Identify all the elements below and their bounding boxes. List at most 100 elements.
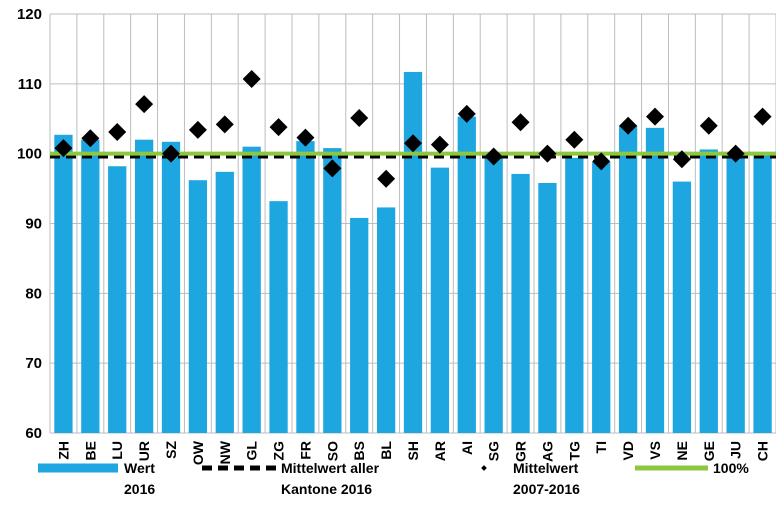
mean-marker-bs [350, 109, 369, 128]
bar-ch [753, 153, 772, 433]
mean-marker-vd [619, 116, 638, 135]
average-markers [54, 69, 772, 188]
x-tick-label: ZH [55, 441, 71, 460]
legend: Wert 2016 Mittelwert aller Kantone 2016 … [38, 460, 749, 497]
y-tick-label: 120 [17, 6, 42, 23]
legend-dashed-label-2: Kantone 2016 [281, 481, 372, 497]
bar-lu [108, 166, 127, 433]
y-tick-label: 70 [25, 355, 42, 372]
x-tick-label: TI [593, 441, 609, 453]
bar-ai [457, 116, 476, 433]
x-tick-label: AI [459, 441, 475, 455]
mean-marker-be [81, 129, 100, 148]
x-tick-label: OW [190, 440, 206, 465]
x-tick-label: ZG [271, 441, 287, 461]
x-tick-label: GR [513, 441, 529, 462]
x-tick-label: BE [82, 441, 98, 460]
bar-ow [188, 180, 208, 433]
bar-ne [672, 181, 692, 433]
x-tick-label: NE [674, 441, 690, 460]
x-tick-label: BL [378, 441, 394, 460]
mean-marker-ch [753, 107, 772, 126]
mean-marker-bl [377, 169, 396, 188]
legend-100-label: 100% [713, 460, 749, 476]
x-tick-label: JU [728, 441, 744, 459]
mean-marker-gl [242, 69, 261, 88]
bar-sz [161, 141, 181, 434]
mean-marker-ju [726, 144, 745, 163]
x-tick-label: AG [539, 441, 555, 462]
bar-ar [430, 167, 450, 433]
x-tick-label: SG [486, 441, 502, 461]
mean-marker-ow [188, 120, 207, 139]
bar-fr [296, 141, 315, 433]
bar-vd [618, 125, 638, 433]
mean-marker-zh [54, 139, 73, 158]
y-tick-label: 110 [18, 76, 42, 93]
mean-marker-sh [404, 134, 422, 153]
x-tick-label: VD [620, 441, 636, 460]
x-tick-label: GE [701, 441, 717, 461]
mean-marker-gr [511, 113, 530, 132]
bar-bs [350, 217, 369, 433]
mean-marker-sz [162, 144, 180, 163]
bar-sg [484, 157, 503, 434]
x-tick-label: SH [405, 441, 421, 460]
legend-bar-label-2: 2016 [124, 481, 155, 497]
mean-marker-ar [430, 135, 449, 154]
x-tick-label: SO [324, 441, 340, 461]
mean-marker-nw [215, 115, 234, 134]
x-tick-label: LU [109, 441, 125, 460]
mean-marker-zg [269, 118, 288, 137]
bar-zg [269, 201, 288, 433]
x-tick-label: UR [136, 441, 152, 461]
grid [49, 13, 776, 434]
y-tick-label: 80 [25, 285, 42, 302]
y-tick-label: 60 [25, 425, 42, 442]
mean-marker-sg [484, 147, 503, 166]
bars [54, 71, 772, 434]
x-tick-label: BS [351, 441, 367, 460]
bar-tg [565, 157, 584, 433]
bar-ju [726, 153, 745, 433]
bar-bl [376, 207, 396, 433]
mean-marker-ag [538, 144, 557, 163]
x-tick-label: NW [217, 440, 233, 464]
mean-marker-so [323, 159, 342, 178]
mean-marker-lu [108, 123, 127, 142]
mean-marker-ne [672, 150, 691, 169]
y-tick-label: 100 [17, 146, 42, 163]
legend-diamond-label-2: 2007-2016 [513, 481, 580, 497]
bar-zh [54, 134, 73, 434]
x-tick-label: FR [297, 441, 313, 460]
x-axis-ticks: ZH BE LU UR SZ OW NW GL ZG FR SO BS BL SH AR AI SG GR AG TG… [55, 440, 770, 465]
mean-marker-fr [296, 128, 315, 147]
mean-marker-tg [565, 130, 584, 149]
legend-diamond-label-1: Mittelwert [513, 460, 579, 476]
x-tick-label: VS [647, 441, 663, 460]
x-tick-label: AR [432, 441, 448, 461]
x-tick-label: CH [755, 441, 771, 461]
bar-ti [592, 162, 611, 433]
mean-marker-ti [592, 152, 611, 171]
bar-ag [538, 182, 557, 433]
bar-sh [403, 71, 423, 433]
x-tick-label: SZ [163, 441, 179, 459]
mean-marker-ai [457, 104, 476, 123]
bar-nw [215, 171, 234, 433]
bar-be [81, 139, 100, 433]
bar-gl [242, 146, 261, 433]
mean-marker-vs [646, 107, 664, 126]
mean-marker-ur [135, 95, 154, 114]
mean-marker-ge [699, 116, 718, 135]
bar-ge [699, 149, 718, 433]
bar-so [323, 148, 342, 433]
x-tick-label: TG [566, 441, 582, 461]
legend-dashed-label-1: Mittelwert aller [281, 460, 380, 476]
legend-diamond-swatch [481, 465, 487, 471]
y-axis-ticks: 60 70 80 90 100 110 120 [17, 6, 42, 442]
x-tick-label: GL [244, 441, 260, 461]
bar-gr [511, 173, 530, 433]
bar-ur [134, 139, 154, 433]
